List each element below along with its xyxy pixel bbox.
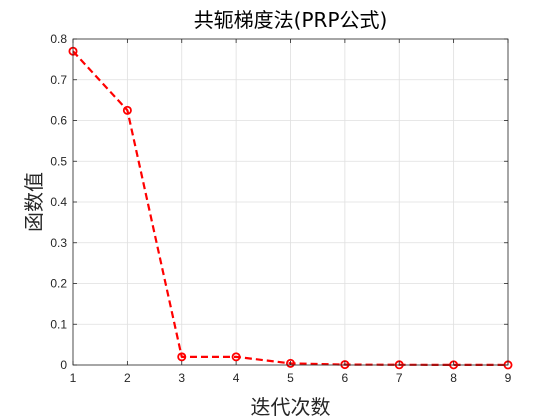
- data-point: [340, 360, 350, 370]
- y-tick-label: 0.1: [50, 317, 67, 331]
- x-tick-label: 5: [287, 371, 294, 385]
- x-tick-label: 4: [233, 371, 240, 385]
- y-tick-label: 0.7: [50, 73, 67, 87]
- grid: [72, 38, 509, 366]
- x-tick-label: 3: [178, 371, 185, 385]
- x-tick-label: 2: [124, 371, 131, 385]
- data-point: [285, 358, 295, 368]
- x-tick-label: 7: [396, 371, 403, 385]
- ticks: 1 2 3 4 5 6 7 8 9 0 0.1 0.2 0.3 0.4 0.5 0.6 0.7 0.8: [50, 32, 511, 385]
- chart-title: 共轭梯度法(PRP公式): [194, 8, 388, 32]
- y-tick-label: 0.2: [50, 277, 67, 291]
- y-tick-label: 0.8: [50, 32, 67, 46]
- data-point: [122, 105, 132, 115]
- x-tick-label: 8: [450, 371, 457, 385]
- y-tick-label: 0: [60, 358, 67, 372]
- data-point: [231, 352, 241, 362]
- y-tick-label: 0.6: [50, 114, 67, 128]
- y-axis-label: 函数值: [22, 172, 46, 232]
- x-tick-label: 6: [342, 371, 349, 385]
- x-axis-label: 迭代次数: [251, 395, 331, 419]
- y-tick-label: 0.4: [50, 195, 67, 209]
- y-tick-label: 0.3: [50, 236, 67, 250]
- x-tick-label: 1: [70, 371, 77, 385]
- data-point: [177, 352, 187, 362]
- x-tick-label: 9: [505, 371, 512, 385]
- y-tick-label: 0.5: [50, 154, 67, 168]
